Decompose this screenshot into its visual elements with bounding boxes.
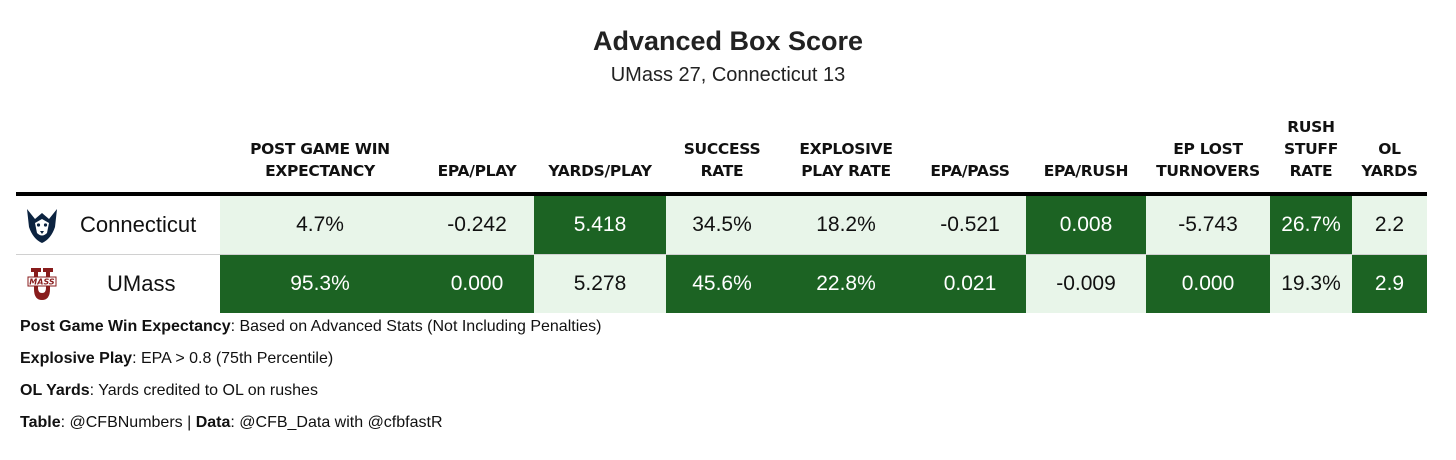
header-ep-lost-turnovers: EP Lost Turnovers	[1156, 140, 1260, 180]
footnote-ol-yards: OL Yards: Yards credited to OL on rushes	[20, 380, 601, 412]
footnote-text: Yards credited to OL on rushes	[98, 382, 318, 399]
team-cell: MASS UMass	[16, 255, 220, 314]
credits-table-value: @CFBNumbers	[69, 414, 183, 431]
team-name: Connecticut	[80, 212, 197, 237]
header-epa-pass: EPA/Pass	[930, 162, 1010, 180]
credits-data-label: Data	[195, 414, 231, 431]
huskies-logo-icon	[22, 203, 62, 247]
credits-colon: :	[60, 414, 70, 431]
table-row-connecticut: Connecticut 4.7% -0.242 5.418 34.5% 18.2…	[16, 194, 1427, 255]
cell-success-rate: 34.5%	[666, 194, 778, 255]
cell-explosive-play-rate: 18.2%	[778, 194, 914, 255]
header-row: Post Game Win Expectancy EPA/Play Yards/…	[16, 108, 1427, 194]
table-row-umass: MASS UMass 95.3% 0.000 5.278 45.6% 22.8%…	[16, 254, 1427, 314]
credits-line: Table: @CFBNumbers | Data: @CFB_Data wit…	[20, 412, 601, 444]
cell-ol-yards: 2.9	[1352, 254, 1427, 313]
cell-ep-lost-turnovers: 0.000	[1146, 254, 1270, 313]
cell-ol-yards: 2.2	[1352, 194, 1427, 255]
header-team	[16, 108, 220, 194]
svg-text:MASS: MASS	[29, 278, 55, 287]
cell-epa-play: 0.000	[420, 254, 534, 313]
footnote-label: Explosive Play	[20, 350, 133, 367]
cell-epa-pass: -0.521	[914, 194, 1026, 255]
header-explosive-play-rate: Explosive Play Rate	[799, 140, 893, 180]
cell-epa-play: -0.242	[420, 194, 534, 255]
header-yards-play: Yards/Play	[548, 162, 652, 180]
cell-yards-play: 5.418	[534, 194, 666, 255]
footnote-label: OL Yards	[20, 382, 90, 399]
cell-explosive-play-rate: 22.8%	[778, 254, 914, 313]
footnote-separator: :	[89, 382, 99, 399]
cell-rush-stuff-rate: 26.7%	[1270, 194, 1352, 255]
cell-ep-lost-turnovers: -5.743	[1146, 194, 1270, 255]
footnote-explosive-play: Explosive Play: EPA > 0.8 (75th Percenti…	[20, 348, 601, 380]
cell-yards-play: 5.278	[534, 254, 666, 313]
footnote-separator: :	[132, 350, 141, 367]
header-ol-yards: OL Yards	[1361, 140, 1418, 180]
footnote-win-expectancy: Post Game Win Expectancy: Based on Advan…	[20, 316, 601, 348]
cell-rush-stuff-rate: 19.3%	[1270, 254, 1352, 313]
cell-epa-rush: -0.009	[1026, 254, 1146, 313]
cell-epa-pass: 0.021	[914, 254, 1026, 313]
cell-win-expectancy: 95.3%	[220, 254, 420, 313]
footnote-separator: :	[230, 318, 240, 335]
header-rush-stuff-rate: Rush Stuff Rate	[1284, 118, 1338, 180]
header-epa-play: EPA/Play	[437, 162, 517, 180]
team-cell: Connecticut	[16, 194, 220, 255]
box-score-table: Post Game Win Expectancy EPA/Play Yards/…	[16, 108, 1427, 313]
cell-epa-rush: 0.008	[1026, 194, 1146, 255]
umass-logo-icon: MASS	[22, 262, 62, 306]
cell-success-rate: 45.6%	[666, 254, 778, 313]
chart-subtitle: UMass 27, Connecticut 13	[610, 64, 846, 86]
header-success-rate: Success Rate	[683, 140, 761, 180]
footnote-label: Post Game Win Expectancy	[20, 318, 231, 335]
header-epa-rush: EPA/Rush	[1043, 162, 1129, 180]
cell-win-expectancy: 4.7%	[220, 194, 420, 255]
footnotes: Post Game Win Expectancy: Based on Advan…	[20, 316, 601, 444]
credits-divider: |	[182, 414, 196, 431]
credits-colon: :	[230, 414, 240, 431]
footnote-text: Based on Advanced Stats (Not Including P…	[239, 318, 602, 335]
chart-title: Advanced Box Score	[592, 26, 864, 56]
credits-data-value: @CFB_Data with @cfbfastR	[239, 414, 443, 431]
header-win-expectancy: Post Game Win Expectancy	[250, 140, 390, 180]
team-name: UMass	[107, 271, 176, 296]
credits-table-label: Table	[20, 414, 61, 431]
footnote-text: EPA > 0.8 (75th Percentile)	[140, 350, 334, 367]
